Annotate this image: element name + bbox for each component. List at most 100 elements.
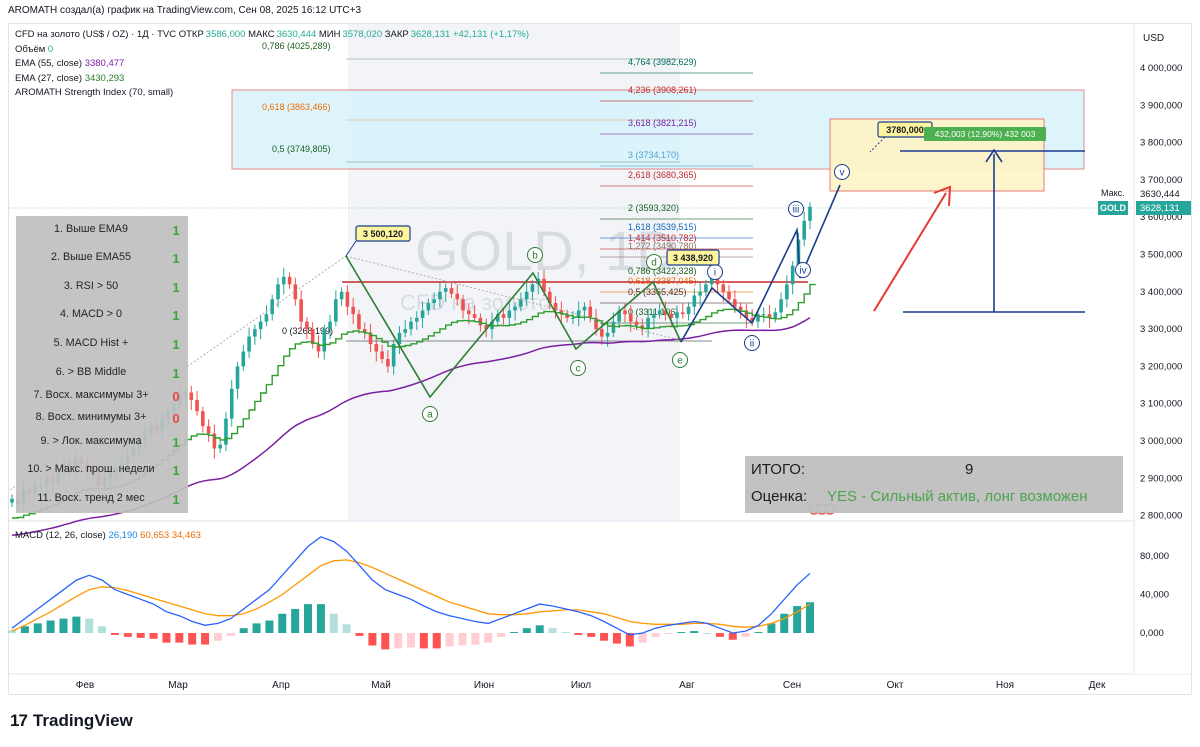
legend-open-label: ОТКР (178, 29, 204, 40)
legend-volume-row[interactable]: Объём 0 (15, 43, 529, 58)
candle (773, 312, 778, 318)
price-tick: 3 500,000 (1140, 250, 1182, 261)
macd-histogram-bar (612, 633, 621, 644)
fib-extension-label: 1,618 (3539,515) (628, 222, 697, 232)
macd-histogram-bar (600, 633, 609, 641)
fib-extension-label: 0,618 (3387,045) (628, 276, 697, 286)
macd-histogram-bar (561, 632, 570, 634)
candle (663, 310, 668, 315)
macd-histogram-bar (265, 620, 274, 633)
candle (201, 411, 205, 427)
wave-label-circle (422, 406, 438, 422)
candle (686, 306, 691, 315)
macd-histogram-bar (291, 608, 300, 633)
candle (808, 206, 812, 221)
candle (403, 329, 408, 333)
candle (409, 321, 413, 330)
legend-ema55: 3380,477 (84, 58, 125, 70)
target-label: 432,003 (12,90%) 432 003 (935, 129, 1036, 139)
candle (305, 321, 309, 330)
candles-group (10, 202, 812, 513)
fib-zero-label: 0 (3268,199) (282, 326, 333, 336)
legend-symbol[interactable]: CFD на золото (US$ / OZ) · 1Д · TVC (15, 29, 177, 40)
wave-label-circle (834, 164, 850, 180)
wave-label: ii (750, 339, 754, 350)
checklist-label: 2. Выше EMA55 (50, 251, 132, 263)
legend-low-label: МИН (318, 29, 341, 40)
summary-rating-value: YES - Сильный актив, лонг возможен (827, 488, 1088, 505)
wave-label: b (532, 251, 538, 262)
macd-histogram-bar (793, 606, 802, 633)
wave-label: i (714, 268, 716, 279)
tradingview-logo[interactable]: 17 TradingView (10, 711, 133, 731)
candle (675, 312, 679, 318)
summary-total-label: ИТОГО: (751, 461, 806, 478)
checklist-row: 3. RSI > 50 1 (16, 280, 188, 300)
checklist-row: 6. > BB Middle 1 (16, 366, 188, 386)
macd-legend[interactable]: MACD (12, 26, close) 26,190 60,653 34,46… (15, 529, 201, 544)
summary-total-value: 9 (965, 461, 974, 478)
summary-rating-label: Оценка: (751, 488, 808, 505)
callout-pointer (869, 136, 886, 153)
candle (339, 291, 344, 300)
macd-histogram-bar (638, 633, 647, 643)
fib-extension-label: 0,786 (3422,328) (628, 266, 697, 276)
macd-line (11, 536, 811, 636)
candle (472, 314, 477, 318)
candle (10, 498, 14, 503)
macd-histogram-bar (110, 633, 119, 635)
candle (449, 288, 454, 294)
checklist-row: 1. Выше EMA9 1 (16, 223, 188, 243)
candle (224, 418, 228, 445)
legend-ema27-row[interactable]: EMA (27, close) 3430,293 (15, 72, 529, 87)
fib-extension-label: 4,764 (3982,629) (628, 57, 697, 67)
candle (270, 299, 275, 315)
price-tick: 3 000,000 (1140, 436, 1182, 447)
candle (692, 295, 697, 307)
wave-label-circle (672, 352, 688, 368)
candle (617, 310, 621, 322)
price-tick: 3 400,000 (1140, 287, 1182, 298)
candle (721, 284, 726, 292)
candle (316, 344, 321, 352)
legend-ema55-row[interactable]: EMA (55, close) 3380,477 (15, 57, 529, 72)
macd-histogram-bar (664, 633, 673, 634)
candle (287, 276, 292, 285)
macd-histogram-bar (342, 624, 351, 633)
legend-indicator-row[interactable]: AROMATH Strength Index (70, small) (15, 86, 529, 101)
checklist-row: 2. Выше EMA55 1 (16, 251, 188, 271)
macd-histogram-bar (355, 633, 364, 636)
price-callout: 3780,000 (886, 125, 924, 135)
macd-histogram-bar (728, 633, 737, 640)
legend-volume: 0 (47, 43, 54, 55)
candle (467, 310, 471, 315)
candle (634, 321, 639, 326)
candle (605, 332, 610, 337)
candle (241, 351, 246, 367)
checklist-label: 5. MACD Hist + (53, 337, 129, 349)
candle (767, 314, 772, 318)
share-header: AROMATH создал(а) график на TradingView.… (8, 5, 362, 16)
candle (455, 293, 460, 300)
macd-histogram-bar (213, 633, 222, 641)
summary-panel: ИТОГО: 9 Оценка: YES - Сильный актив, ло… (745, 456, 1123, 513)
time-axis-label: Ноя (996, 680, 1014, 691)
macd-histogram-bar (329, 613, 338, 633)
candle (195, 399, 199, 412)
candle (513, 306, 517, 311)
candle (588, 306, 593, 318)
candle (293, 284, 298, 300)
candle (785, 284, 789, 300)
price-callout: 3 500,120 (363, 229, 403, 239)
candle (218, 444, 222, 449)
candle (646, 317, 650, 330)
time-axis-label: Сен (783, 680, 801, 691)
candle (530, 284, 535, 292)
macd-histogram-bar (548, 628, 557, 633)
price-tick: 3 300,000 (1140, 324, 1182, 335)
macd-histogram-bar (123, 633, 132, 637)
checklist-row: 8. Восх. минимумы 3+ 0 (16, 411, 188, 431)
macd-histogram-bar (98, 626, 107, 633)
chart-watermark: GOLD, 1D (415, 219, 676, 282)
